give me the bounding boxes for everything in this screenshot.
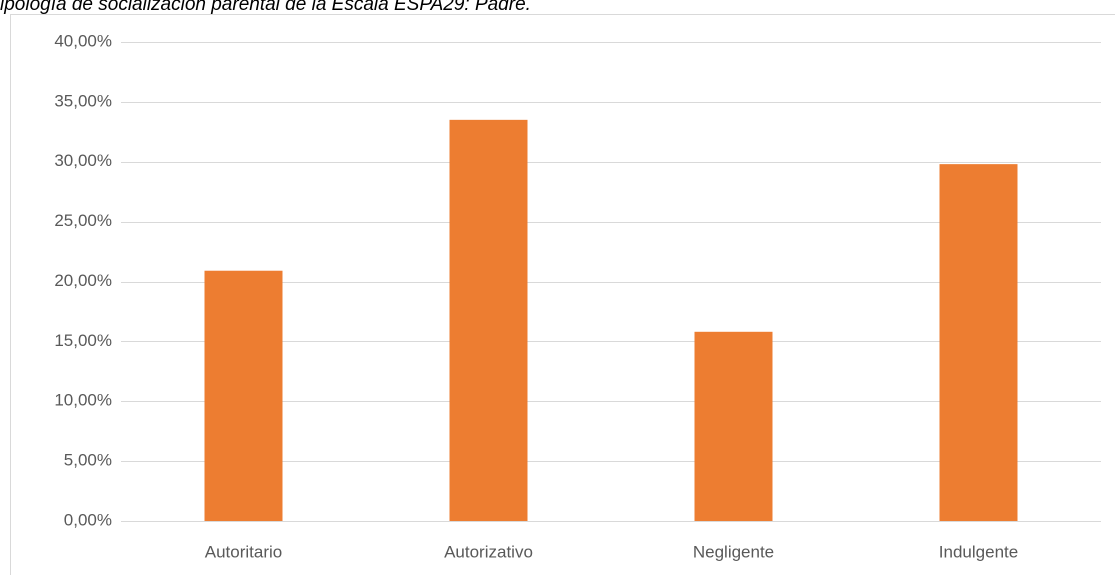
y-tick-label: 5,00% <box>64 451 112 470</box>
y-tick-label: 15,00% <box>54 331 112 350</box>
x-tick-label: Autorizativo <box>444 542 533 561</box>
y-tick-label: 20,00% <box>54 271 112 290</box>
y-tick-label: 40,00% <box>54 31 112 50</box>
bar <box>694 331 773 521</box>
y-tick-label: 0,00% <box>64 510 112 529</box>
y-tick-label: 10,00% <box>54 391 112 410</box>
bar <box>939 164 1018 521</box>
chart-title: ipología de socialización parental de la… <box>0 0 531 15</box>
title-band <box>0 0 1115 14</box>
y-tick-label: 30,00% <box>54 151 112 170</box>
y-tick-label: 25,00% <box>54 211 112 230</box>
chart-frame <box>10 14 1115 575</box>
x-tick-label: Autoritario <box>205 542 282 561</box>
bar <box>204 270 283 521</box>
y-tick-label: 35,00% <box>54 91 112 110</box>
bar <box>449 119 528 522</box>
x-tick-label: Negligente <box>693 542 774 561</box>
x-tick-label: Indulgente <box>939 542 1018 561</box>
